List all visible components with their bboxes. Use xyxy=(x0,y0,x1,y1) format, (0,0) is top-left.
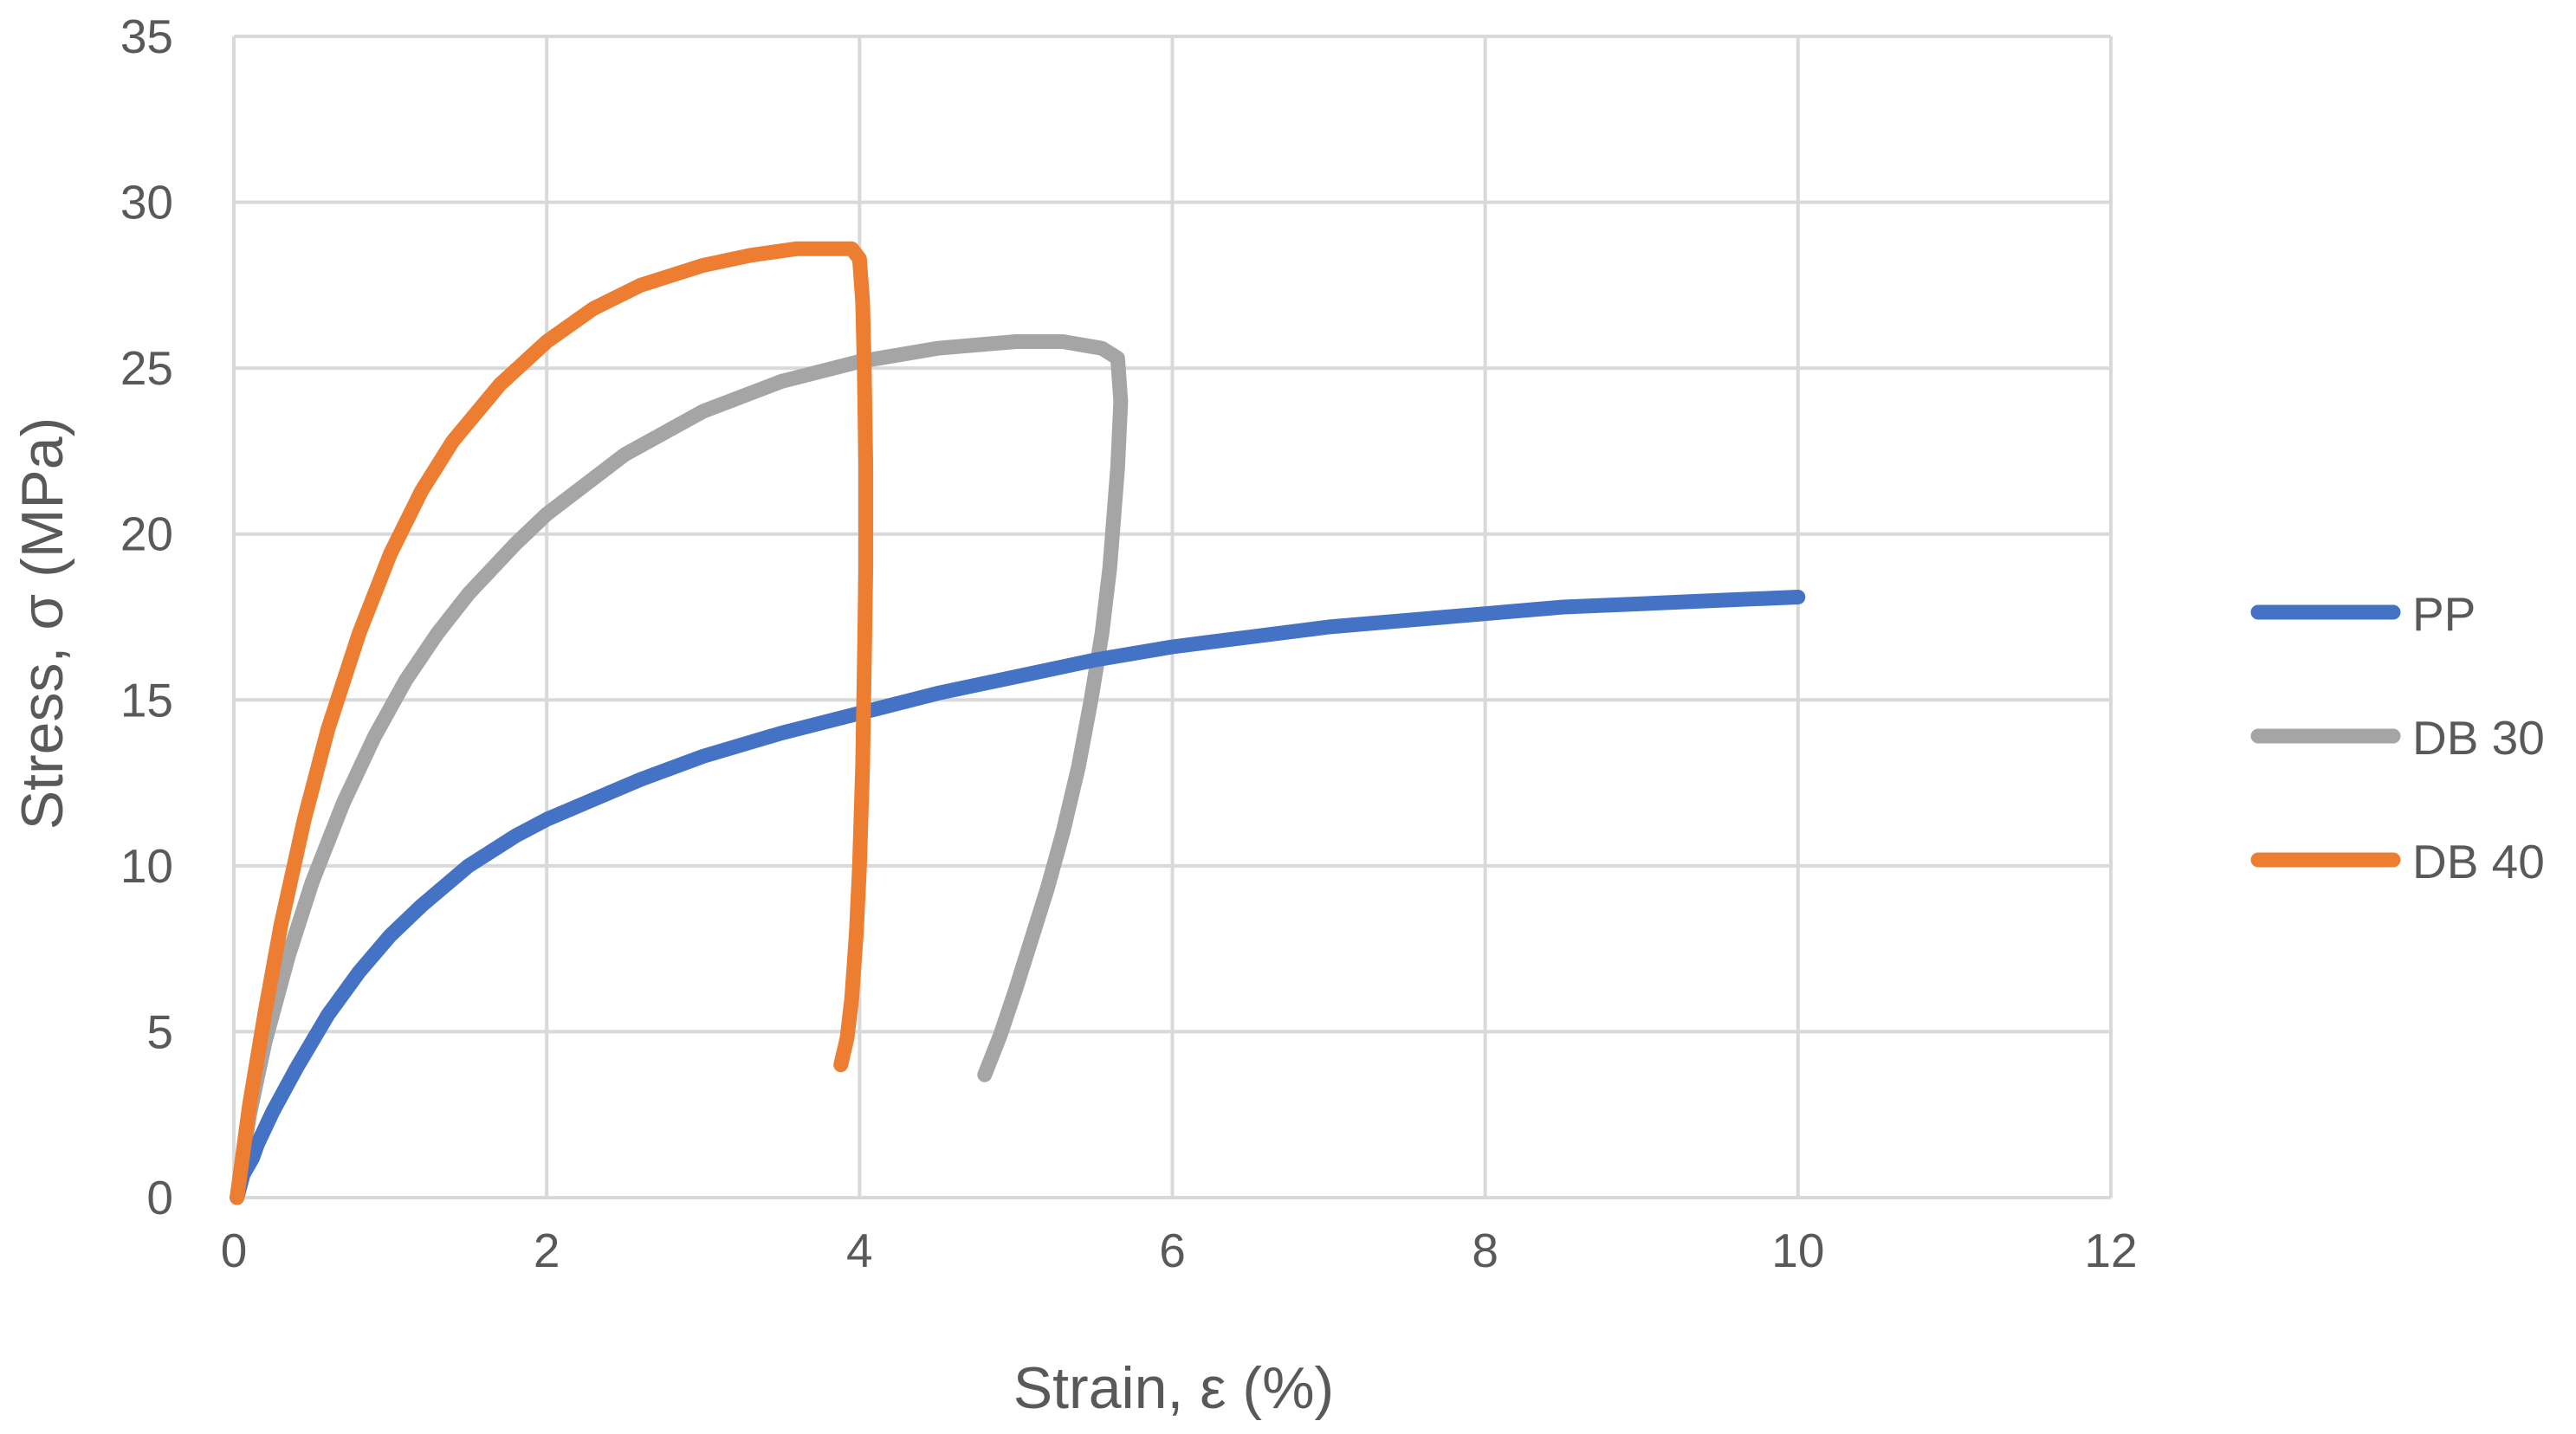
legend-label-db-40: DB 40 xyxy=(2412,835,2545,888)
legend-label-pp: PP xyxy=(2412,587,2476,641)
y-tick-label: 5 xyxy=(146,1004,173,1058)
x-tick-label: 6 xyxy=(1159,1224,1186,1277)
x-tick-label: 2 xyxy=(534,1224,560,1277)
y-tick-label: 25 xyxy=(120,341,173,395)
x-tick-label: 10 xyxy=(1771,1224,1824,1277)
series-line-db-30 xyxy=(230,334,1129,1205)
legend-label-db-30: DB 30 xyxy=(2412,711,2545,765)
x-tick-label: 8 xyxy=(1472,1224,1498,1277)
y-tick-label: 30 xyxy=(120,176,173,229)
x-axis-title: Strain, ε (%) xyxy=(1013,1355,1334,1421)
legend: PP DB 30 DB 40 xyxy=(2250,587,2545,888)
grid xyxy=(232,35,2113,1199)
x-tick-label: 0 xyxy=(221,1224,248,1277)
series-line-pp xyxy=(230,590,1806,1205)
x-tick-label: 12 xyxy=(2084,1224,2137,1277)
y-axis-title: Stress, σ (MPa) xyxy=(10,417,75,830)
y-tick-label: 15 xyxy=(120,673,173,727)
series-line-db-40 xyxy=(230,241,874,1205)
x-tick-label: 4 xyxy=(846,1224,873,1277)
tick-labels: 0 2 4 6 8 10 12 0 5 10 15 20 25 30 35 xyxy=(120,10,2138,1277)
series-lines xyxy=(230,241,1806,1205)
y-tick-label: 0 xyxy=(146,1171,173,1224)
y-tick-label: 20 xyxy=(120,507,173,561)
y-tick-label: 10 xyxy=(120,839,173,893)
y-tick-label: 35 xyxy=(120,10,173,63)
